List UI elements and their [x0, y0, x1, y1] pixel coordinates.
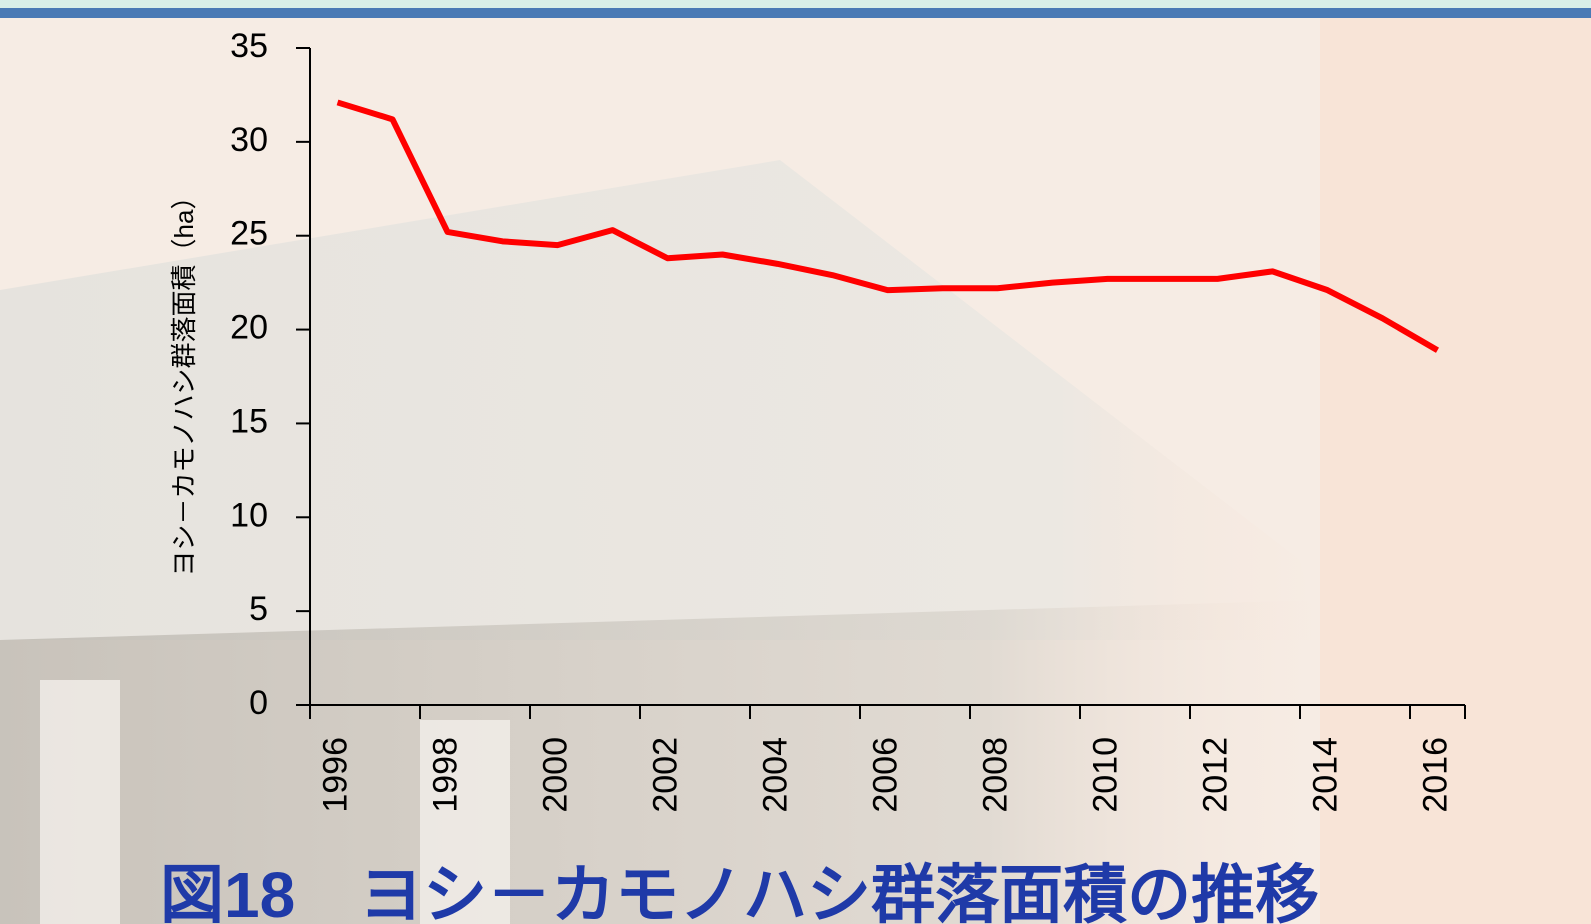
photo-window — [40, 680, 120, 924]
x-tick-label: 1996 — [316, 737, 354, 813]
x-tick-label: 2006 — [866, 737, 904, 813]
x-tick-label: 2016 — [1416, 737, 1454, 813]
x-tick-label: 2010 — [1086, 737, 1124, 813]
y-tick-label: 30 — [230, 121, 268, 159]
y-tick-label: 20 — [230, 309, 268, 347]
photo-window — [420, 720, 510, 924]
x-tick-label: 2012 — [1196, 737, 1234, 813]
x-tick-label: 2008 — [976, 737, 1014, 813]
y-tick-label: 15 — [230, 402, 268, 440]
x-tick-label: 2002 — [646, 737, 684, 813]
photo-roof — [0, 160, 1320, 640]
x-tick-label: 1998 — [426, 737, 464, 813]
x-tick-label: 2014 — [1306, 737, 1344, 813]
top-rule — [0, 8, 1591, 18]
y-axis-title: ヨシ－カモノハシ群落面積（ha） — [169, 184, 199, 577]
y-tick-label: 35 — [230, 27, 268, 65]
x-tick-label: 2004 — [756, 737, 794, 813]
y-tick-label: 5 — [249, 590, 268, 628]
y-tick-label: 0 — [249, 684, 268, 722]
y-tick-label: 25 — [230, 215, 268, 253]
data-line — [336, 99, 1440, 353]
x-tick-label: 2000 — [536, 737, 574, 813]
background-photo — [0, 18, 1320, 924]
chart-title: 図18 ヨシ－カモノハシ群落面積の推移 — [160, 859, 1319, 924]
y-tick-label: 10 — [230, 496, 268, 534]
top-band — [0, 0, 1591, 8]
photo-house — [0, 600, 1320, 924]
